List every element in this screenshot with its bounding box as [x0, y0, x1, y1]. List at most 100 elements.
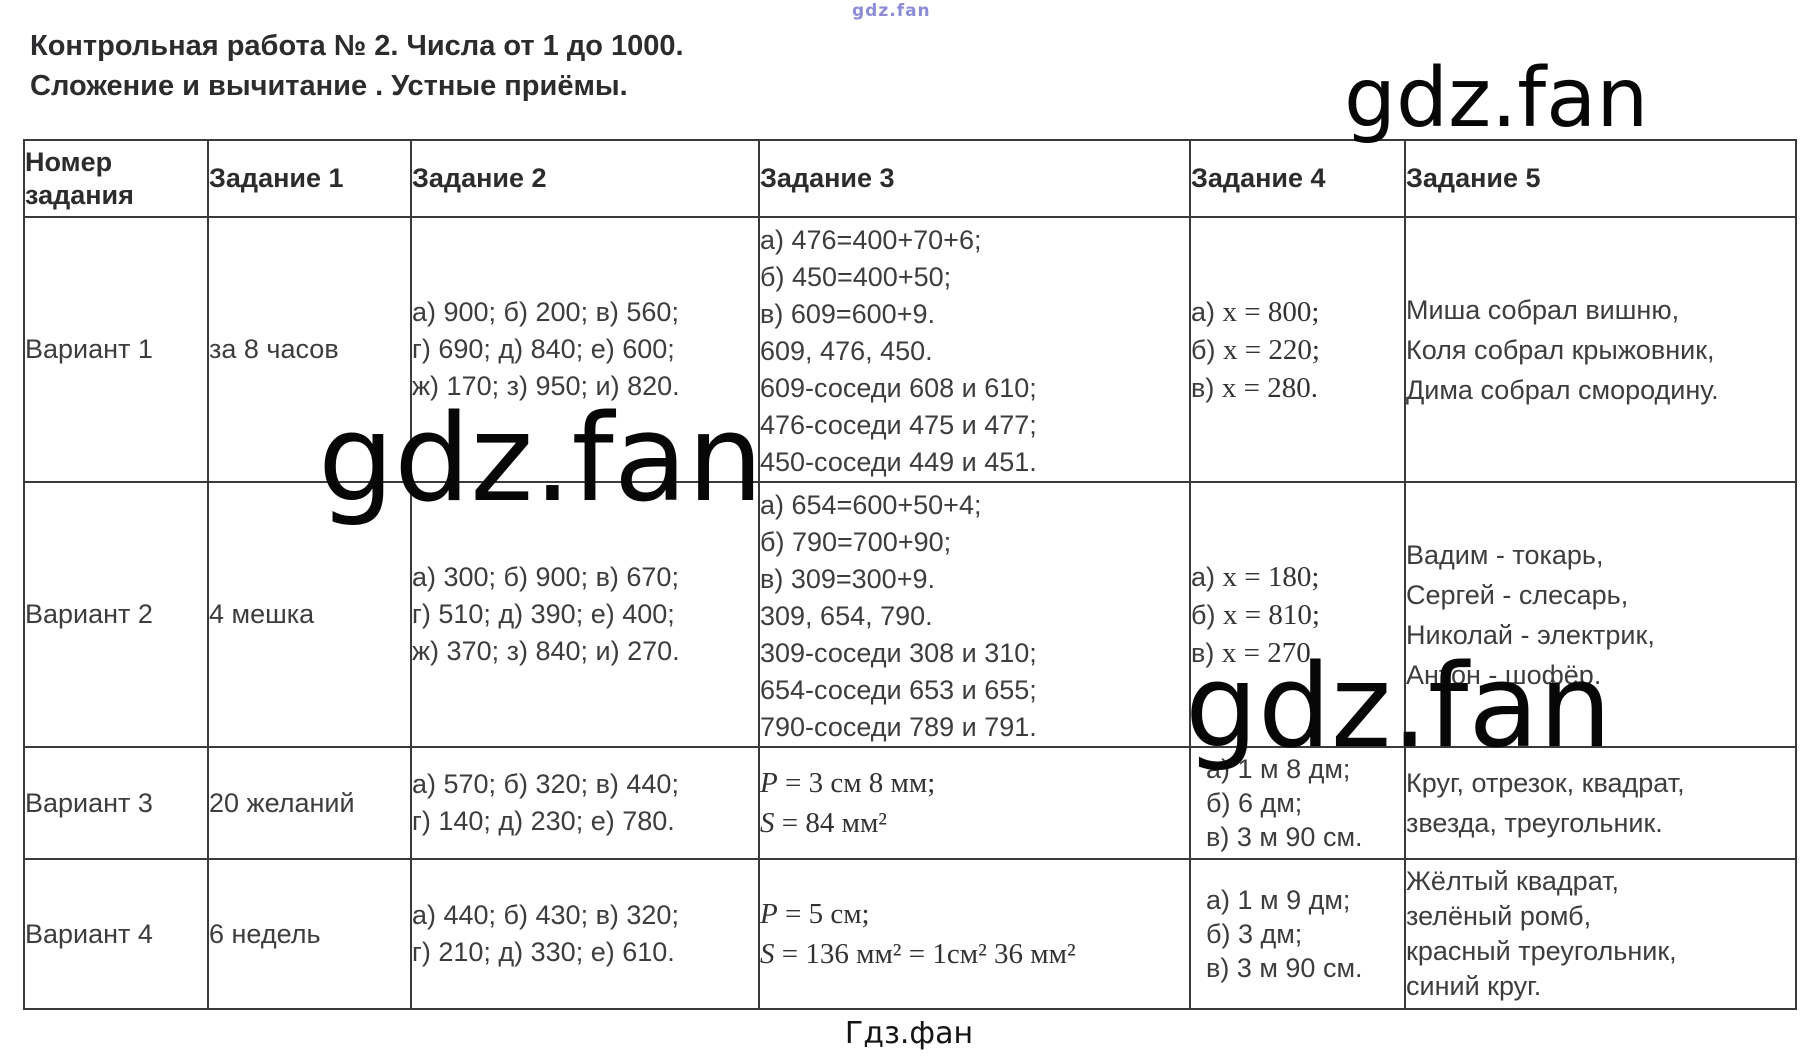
row-variant-1: Вариант 1 за 8 часов а) 900; б) 200; в) … — [23, 216, 1797, 483]
math-expression: P = 3 см 8 мм; S = 84 мм² — [760, 763, 936, 843]
cell-line: 309-соседи 308 и 310; — [760, 638, 1037, 668]
cell-line: Миша собрал вишню, — [1406, 294, 1680, 325]
cell-line: в) x = 270. — [1192, 634, 1403, 672]
col-header-zad2: Задание 2 — [410, 139, 760, 218]
cell-v3-zad1: 20 желаний — [207, 746, 412, 860]
row-variant-3: Вариант 3 20 желаний а) 570; б) 320; в) … — [23, 746, 1797, 860]
header-row: Номер задания Задание 1 Задание 2 Задани… — [23, 139, 1797, 218]
math-expression: x = 180; — [1223, 561, 1320, 593]
cell-line: в) 3 м 90 см. — [1206, 822, 1363, 852]
cell-v4-zad4: а) 1 м 9 дм; б) 3 дм; в) 3 м 90 см. — [1189, 858, 1406, 1010]
col-header-zad1: Задание 1 — [207, 139, 412, 218]
cell-line: Круг, отрезок, квадрат, — [1406, 768, 1685, 798]
math-expression: x = 270. — [1222, 637, 1318, 669]
math-expression: x = 810; — [1223, 599, 1320, 631]
math-rest: = 84 мм² — [774, 807, 888, 839]
page-title-line2: Сложение и вычитание . Устные приёмы. — [30, 70, 628, 102]
cell-line: в) x = 280. — [1191, 369, 1403, 407]
math-var: x — [1222, 598, 1238, 631]
math-rest: = 810; — [1237, 598, 1320, 631]
cell-line: г) 510; д) 390; е) 400; — [412, 599, 675, 629]
cell-v2-zad3: а) 654=600+50+4; б) 790=700+90; в) 309=3… — [758, 481, 1191, 748]
cell-v1-zad4: а) x = 800; б) x = 220; в) x = 280. — [1189, 216, 1406, 483]
cell-line: а) 900; б) 200; в) 560; — [412, 297, 679, 327]
math-expression: x = 800; — [1223, 296, 1320, 328]
col-header-nomer-line1: Номер — [25, 146, 113, 177]
math-rest: = 3 см 8 мм; — [777, 767, 936, 799]
cell-line: Сергей - слесарь, — [1406, 579, 1629, 610]
math-var: S — [760, 938, 775, 970]
math-rest: = 270. — [1236, 636, 1318, 669]
item-letter: б) — [1191, 599, 1216, 630]
math-var: x — [1222, 560, 1238, 593]
cell-line: б) 6 дм; — [1206, 788, 1303, 818]
cell-v4-zad1: 6 недель — [207, 858, 412, 1010]
cell-line: а) 440; б) 430; в) 320; — [412, 900, 679, 930]
col-header-zad3: Задание 3 — [758, 139, 1191, 218]
cell-v2-zad5: Вадим - токарь, Сергей - слесарь, Никола… — [1404, 481, 1797, 748]
math-rest: = 136 мм² = 1см² 36 мм² — [774, 938, 1076, 970]
math-rest: = 5 см; — [777, 898, 870, 930]
cell-line: 790-соседи 789 и 791. — [760, 712, 1037, 742]
col-header-zad5: Задание 5 — [1404, 139, 1797, 218]
math-rest: = 180; — [1237, 560, 1320, 593]
cell-line: 450-соседи 449 и 451. — [760, 447, 1037, 477]
cell-line: Вадим - токарь, — [1406, 539, 1604, 570]
cell-line: 309, 654, 790. — [760, 601, 933, 631]
cell-line: а) 570; б) 320; в) 440; — [412, 769, 679, 799]
page-title-line1: Контрольная работа № 2. Числа от 1 до 10… — [30, 30, 684, 62]
cell-line: а) 300; б) 900; в) 670; — [412, 562, 679, 592]
answers-table: Номер задания Задание 1 Задание 2 Задани… — [23, 139, 1797, 1010]
math-expression: x = 220; — [1223, 334, 1320, 366]
cell-line: б) 450=400+50; — [760, 262, 952, 292]
math-var: x — [1221, 636, 1237, 669]
math-var: P — [760, 898, 778, 930]
cell-line: ж) 370; з) 840; и) 270. — [412, 636, 680, 666]
math-var: P — [760, 767, 778, 799]
cell-line: S = 136 мм² = 1см² 36 мм² — [760, 934, 1188, 974]
math-var: x — [1222, 333, 1238, 366]
cell-line: синий круг. — [1406, 971, 1542, 1001]
cell-line: а) x = 800; — [1191, 293, 1403, 331]
math-expression: x = 280. — [1222, 372, 1318, 404]
cell-line: Жёлтый квадрат, — [1406, 866, 1619, 896]
cell-line: 654-соседи 653 и 655; — [760, 675, 1037, 705]
cell-line: б) x = 810; — [1191, 596, 1403, 634]
item-letter: в) — [1191, 372, 1215, 403]
cell-v2-zad2: а) 300; б) 900; в) 670; г) 510; д) 390; … — [410, 481, 760, 748]
cell-v3-zad4: а) 1 м 8 дм; б) 6 дм; в) 3 м 90 см. — [1189, 746, 1406, 860]
row-variant-4: Вариант 4 6 недель а) 440; б) 430; в) 32… — [23, 858, 1797, 1010]
cell-line: 609-соседи 608 и 610; — [760, 373, 1037, 403]
cell-line: P = 3 см 8 мм; — [760, 763, 936, 803]
cell-line: Николай - электрик, — [1406, 619, 1655, 650]
cell-line: в) 609=600+9. — [760, 299, 935, 329]
cell-line: S = 84 мм² — [761, 803, 935, 843]
cell-line: в) 309=300+9. — [760, 564, 935, 594]
cell-v3-label: Вариант 3 — [23, 746, 209, 860]
cell-v4-label: Вариант 4 — [23, 858, 209, 1010]
cell-line: звезда, треугольник. — [1406, 808, 1663, 838]
cell-line: а) 1 м 8 дм; — [1206, 754, 1351, 784]
cell-v3-zad2: а) 570; б) 320; в) 440; г) 140; д) 230; … — [410, 746, 760, 860]
cell-v3-zad5: Круг, отрезок, квадрат, звезда, треуголь… — [1404, 746, 1797, 860]
cell-line: б) 790=700+90; — [760, 527, 952, 557]
cell-line: Коля собрал крыжовник, — [1406, 334, 1715, 365]
cell-line: ж) 170; з) 950; и) 820. — [412, 371, 680, 401]
cell-v3-zad3: P = 3 см 8 мм; S = 84 мм² — [758, 746, 1191, 860]
cell-v4-zad3: P = 5 см; S = 136 мм² = 1см² 36 мм² — [758, 858, 1191, 1010]
watermark-top-small: gdz.fan — [852, 1, 931, 21]
cell-line: Антон - шофёр. — [1406, 659, 1602, 690]
col-header-zad4: Задание 4 — [1189, 139, 1406, 218]
watermark-top-right: gdz.fan — [1344, 51, 1649, 146]
item-letter: б) — [1191, 334, 1216, 365]
item-letter: а) — [1191, 296, 1216, 327]
math-var: x — [1221, 371, 1237, 404]
math-expression: P = 5 см; S = 136 мм² = 1см² 36 мм² — [760, 894, 1188, 974]
cell-v1-zad2: а) 900; б) 200; в) 560; г) 690; д) 840; … — [410, 216, 760, 483]
col-header-nomer-line2: задания — [25, 179, 134, 210]
cell-line: P = 5 см; — [760, 894, 1188, 934]
cell-line: б) x = 220; — [1191, 331, 1403, 369]
cell-v2-label: Вариант 2 — [23, 481, 209, 748]
cell-v1-zad3: а) 476=400+70+6; б) 450=400+50; в) 609=6… — [758, 216, 1191, 483]
math-var: x — [1222, 295, 1238, 328]
